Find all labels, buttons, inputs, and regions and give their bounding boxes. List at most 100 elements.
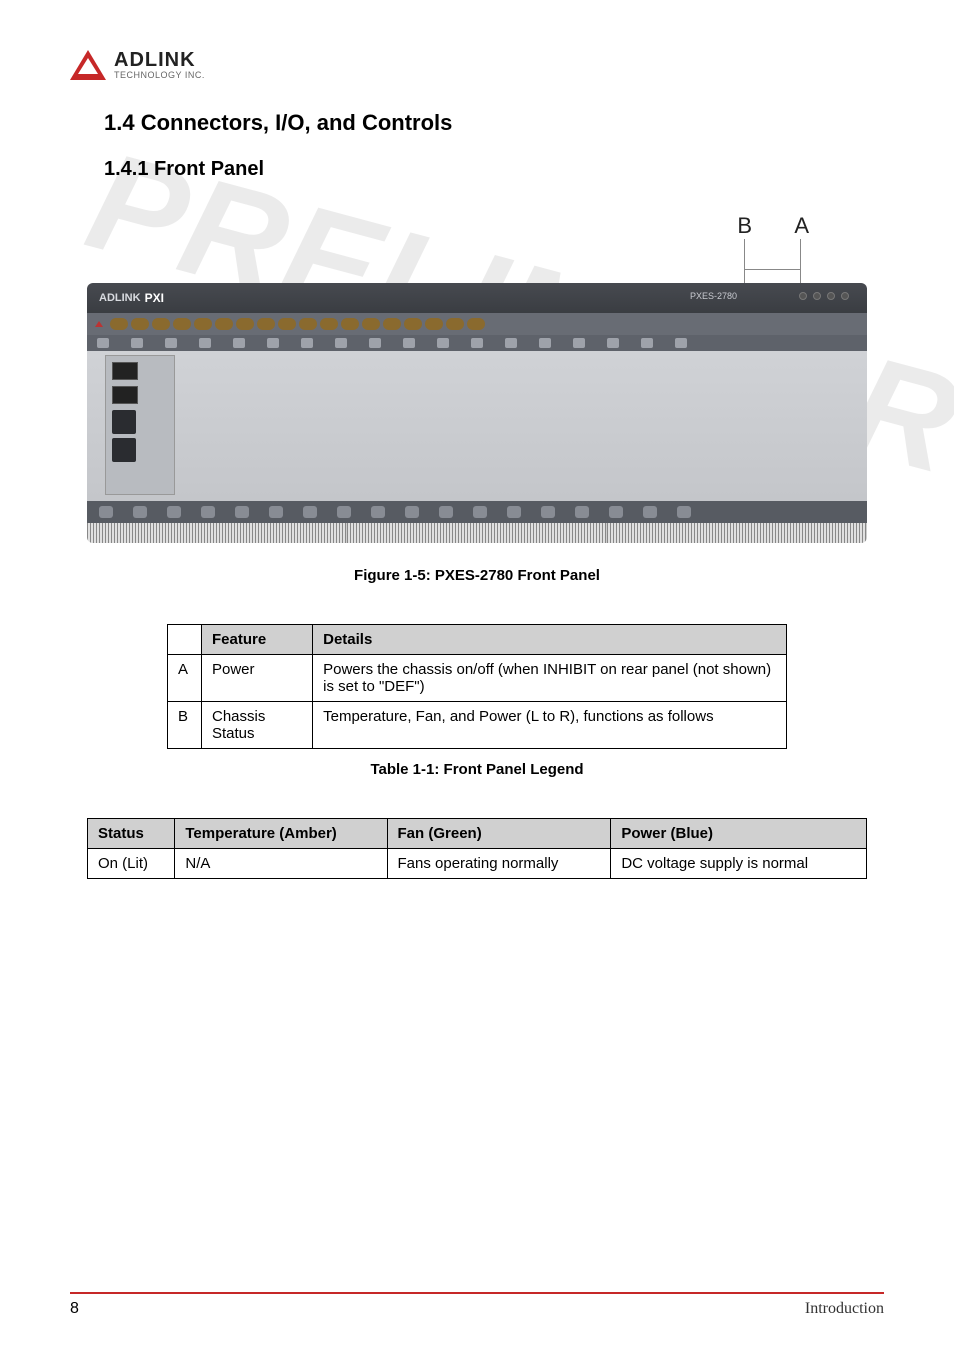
page-number: 8 (70, 1300, 79, 1318)
slot-marker-icon (95, 321, 103, 327)
callout-labels: B A (87, 213, 867, 283)
slot-number (173, 318, 191, 330)
bottom-latch-icon (507, 506, 521, 518)
slot-number (320, 318, 338, 330)
lock-icon (369, 338, 381, 348)
legend-details: Temperature, Fan, and Power (L to R), fu… (313, 702, 787, 749)
slot-number (446, 318, 464, 330)
slot-number (383, 318, 401, 330)
status-cell-fan: Fans operating normally (387, 849, 611, 879)
lock-icon (301, 338, 313, 348)
panel-body (87, 351, 867, 501)
lock-icon (199, 338, 211, 348)
legend-header-blank (168, 625, 202, 655)
table-row: B Chassis Status Temperature, Fan, and P… (168, 702, 787, 749)
lock-icon (437, 338, 449, 348)
slot-number (299, 318, 317, 330)
slot-number (236, 318, 254, 330)
slot-number (131, 318, 149, 330)
logo: ADLINK TECHNOLOGY INC. (70, 50, 884, 80)
slot-number (257, 318, 275, 330)
slot-number (110, 318, 128, 330)
lock-icon (165, 338, 177, 348)
lock-icon (539, 338, 551, 348)
slot-number (194, 318, 212, 330)
section-heading: 1.4 Connectors, I/O, and Controls (104, 110, 884, 136)
bottom-latch-icon (269, 506, 283, 518)
figure-caption: Figure 1-5: PXES-2780 Front Panel (87, 567, 867, 584)
callout-bracket (745, 269, 801, 270)
status-leds (799, 292, 849, 300)
led-temp-icon (799, 292, 807, 300)
bottom-latch-icon (405, 506, 419, 518)
bottom-latch-icon (643, 506, 657, 518)
slot-number (152, 318, 170, 330)
controller-card (105, 355, 175, 495)
square-port-icon (112, 438, 136, 462)
lock-icon (505, 338, 517, 348)
slot-number (215, 318, 233, 330)
panel-top-strip: ADLINK PXI PXES-2780 (87, 283, 867, 313)
status-cell-power: DC voltage supply is normal (611, 849, 867, 879)
table-row: On (Lit) N/A Fans operating normally DC … (88, 849, 867, 879)
port-icon (112, 386, 138, 404)
power-button-icon (841, 292, 849, 300)
slot-number (278, 318, 296, 330)
lock-icon (335, 338, 347, 348)
slot-number (404, 318, 422, 330)
status-header-temp: Temperature (Amber) (175, 819, 387, 849)
status-header-power: Power (Blue) (611, 819, 867, 849)
panel-model-label: PXES-2780 (690, 291, 737, 301)
legend-details: Powers the chassis on/off (when INHIBIT … (313, 655, 787, 702)
slot-number (341, 318, 359, 330)
led-fan-icon (813, 292, 821, 300)
lock-icon (131, 338, 143, 348)
lock-icon (97, 338, 109, 348)
lock-icon (641, 338, 653, 348)
bottom-latch-icon (677, 506, 691, 518)
logo-triangle-icon (70, 50, 106, 80)
panel-brand-pxi: PXI (145, 291, 164, 305)
legend-idx: B (168, 702, 202, 749)
vent-segment (347, 523, 607, 543)
lock-icon (471, 338, 483, 348)
status-cell-temp: N/A (175, 849, 387, 879)
status-cell-status: On (Lit) (88, 849, 175, 879)
front-panel-image: ADLINK PXI PXES-2780 (87, 283, 867, 543)
callout-b: B (737, 213, 752, 239)
legend-header-details: Details (313, 625, 787, 655)
slot-number (425, 318, 443, 330)
vent-row (87, 523, 867, 543)
slot-number (362, 318, 380, 330)
logo-subtitle: TECHNOLOGY INC. (114, 70, 205, 80)
slot-number-row (87, 313, 867, 335)
panel-brand: ADLINK PXI (99, 291, 164, 305)
bottom-latch-icon (473, 506, 487, 518)
footer-section: Introduction (805, 1300, 884, 1318)
logo-name: ADLINK (114, 50, 205, 70)
bottom-latch-icon (201, 506, 215, 518)
led-power-icon (827, 292, 835, 300)
bottom-latch-icon (167, 506, 181, 518)
status-header-fan: Fan (Green) (387, 819, 611, 849)
panel-brand-prefix: ADLINK (99, 292, 141, 304)
panel-bottom-row (87, 501, 867, 523)
lock-icon (675, 338, 687, 348)
table-row: A Power Powers the chassis on/off (when … (168, 655, 787, 702)
bottom-latch-icon (541, 506, 555, 518)
lock-row (87, 335, 867, 351)
legend-idx: A (168, 655, 202, 702)
page-footer: 8 Introduction (70, 1292, 884, 1318)
bottom-latch-icon (303, 506, 317, 518)
bottom-latch-icon (99, 506, 113, 518)
bottom-latch-icon (439, 506, 453, 518)
vent-segment (87, 523, 347, 543)
status-header-status: Status (88, 819, 175, 849)
lock-icon (607, 338, 619, 348)
bottom-latch-icon (133, 506, 147, 518)
vent-segment (607, 523, 867, 543)
lock-icon (573, 338, 585, 348)
legend-table: Feature Details A Power Powers the chass… (167, 624, 787, 749)
bottom-latch-icon (575, 506, 589, 518)
subsection-heading: 1.4.1 Front Panel (104, 158, 884, 181)
